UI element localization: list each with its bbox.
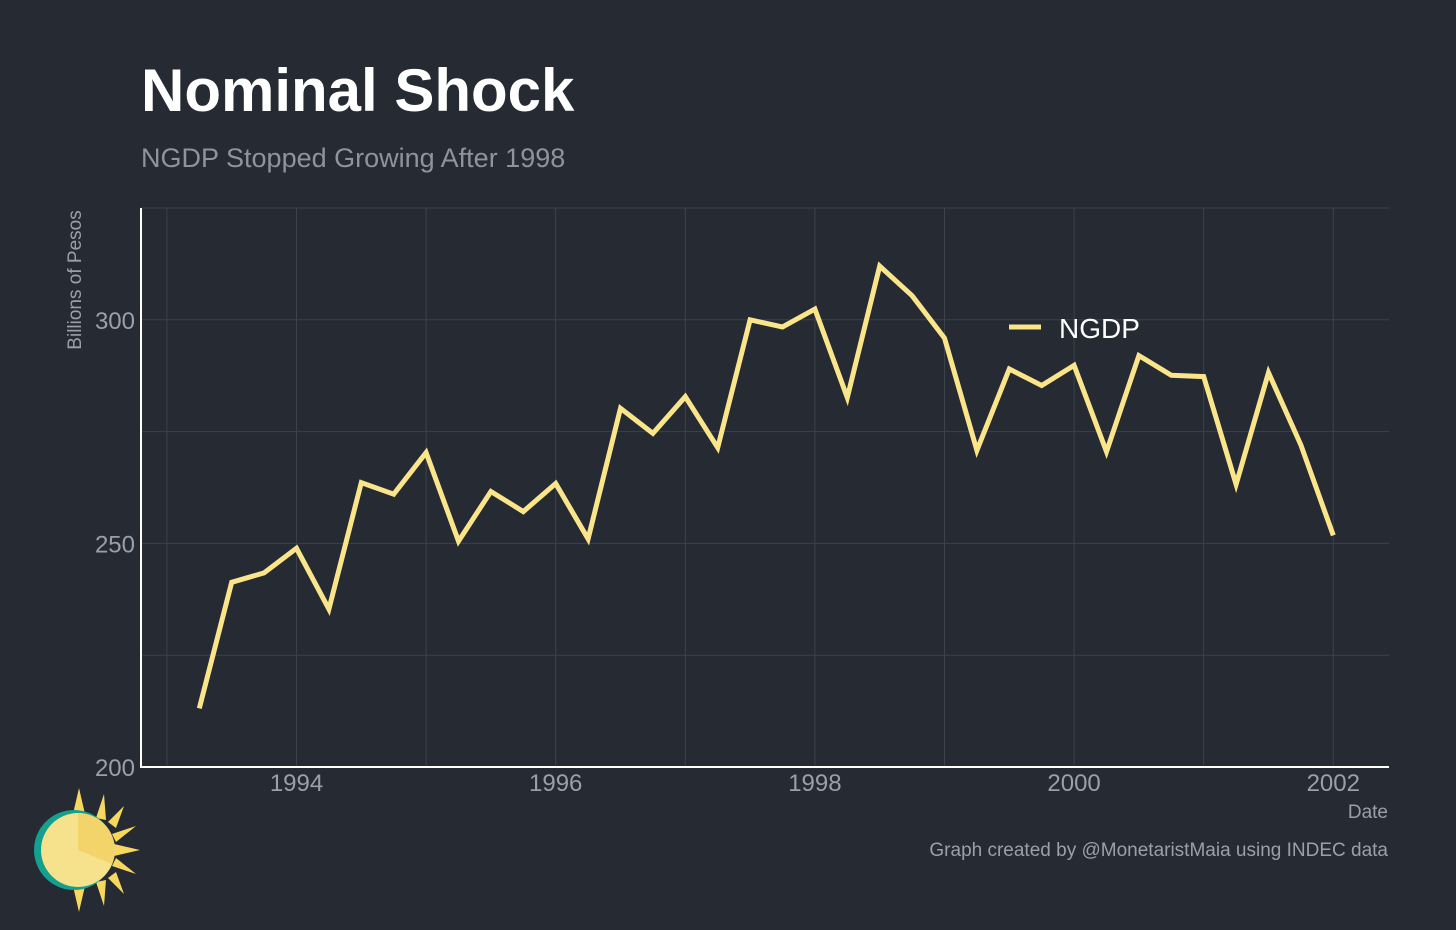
caption: Graph created by @MonetaristMaia using I… (929, 840, 1388, 861)
legend: NGDP (1009, 313, 1140, 344)
tick-layer: 1994 1996 1998 2000 2002 200 250 300 (95, 308, 1360, 797)
sun-icon (34, 788, 140, 912)
x-tick-label: 1998 (788, 770, 841, 797)
chart-title: Nominal Shock (141, 57, 575, 124)
y-tick-label: 300 (95, 308, 135, 335)
series-layer (196, 261, 1336, 710)
legend-label: NGDP (1059, 313, 1140, 344)
x-axis-title: Date (1348, 802, 1388, 823)
y-tick-label: 200 (95, 755, 135, 782)
y-axis-title: Billions of Pesos (65, 210, 86, 349)
x-tick-label: 1996 (529, 770, 582, 797)
x-tick-label: 2002 (1307, 770, 1360, 797)
x-tick-label: 1994 (270, 770, 323, 797)
series-line-ngdp (196, 261, 1336, 710)
y-tick-label: 250 (95, 531, 135, 558)
x-tick-label: 2000 (1047, 770, 1100, 797)
grid-layer (141, 207, 1389, 767)
chart-subtitle: NGDP Stopped Growing After 1998 (141, 143, 566, 173)
